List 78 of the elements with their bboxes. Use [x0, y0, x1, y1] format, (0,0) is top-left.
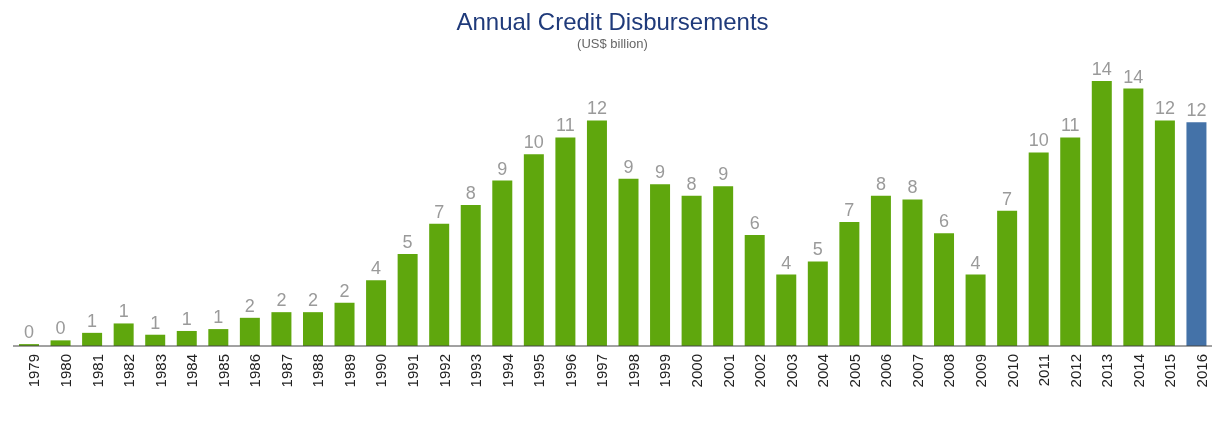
x-tick-label: 2012	[1066, 354, 1084, 388]
data-label: 6	[749, 213, 760, 234]
data-label: 12	[586, 98, 607, 119]
x-tick-label: 1992	[435, 354, 453, 388]
data-label: 1	[118, 301, 129, 322]
x-tick-label: 1991	[404, 354, 422, 388]
x-tick-label: 1987	[277, 354, 295, 388]
data-label: 4	[371, 258, 382, 279]
x-tick-label: 2000	[688, 354, 706, 388]
data-label: 9	[718, 164, 729, 185]
data-label: 2	[307, 290, 318, 311]
data-label: 7	[434, 201, 445, 222]
x-tick-label: 1985	[214, 354, 232, 388]
data-label: 1	[150, 312, 161, 333]
data-label: 7	[1002, 188, 1013, 209]
data-label: 5	[402, 231, 413, 252]
data-label: 7	[844, 199, 855, 220]
x-tick-label: 2001	[719, 354, 737, 388]
data-label: 1	[213, 307, 224, 328]
x-tick-label: 1988	[309, 354, 327, 388]
x-tick-label: 1997	[593, 354, 611, 388]
x-tick-label: 2008	[940, 354, 958, 388]
x-tick-label: 2009	[972, 354, 990, 388]
data-label: 12	[1186, 100, 1207, 121]
x-tick-label: 1996	[561, 354, 579, 388]
data-label: 9	[655, 162, 666, 183]
data-label: 11	[1060, 115, 1080, 136]
x-tick-label: 1990	[372, 354, 390, 388]
x-tick-label: 2010	[1003, 354, 1021, 388]
x-tick-label: 1989	[340, 354, 358, 388]
x-tick-label: 2015	[1161, 354, 1179, 388]
data-label: 0	[23, 322, 35, 343]
data-label: 8	[465, 183, 476, 204]
data-label: 4	[781, 252, 792, 273]
x-tick-label: 2005	[845, 354, 863, 388]
data-label: 0	[55, 318, 66, 339]
chart-title: Annual Credit Disbursements	[455, 8, 770, 36]
data-label: 4	[970, 252, 981, 273]
x-tick-label: 2014	[1129, 354, 1147, 388]
x-tick-label: 1999	[656, 354, 674, 388]
chart-subtitle: (US$ billion)	[576, 36, 649, 51]
x-tick-label: 1993	[467, 354, 485, 388]
x-tick-label: 1998	[624, 354, 642, 388]
x-tick-label: 1981	[88, 354, 106, 388]
data-label: 10	[523, 132, 544, 153]
x-tick-label: 2006	[877, 354, 895, 388]
x-tick-label: 2011	[1035, 354, 1053, 387]
data-label: 11	[556, 115, 575, 136]
x-tick-label: 2016	[1192, 354, 1210, 388]
data-label: 2	[339, 280, 350, 301]
data-label: 8	[875, 173, 886, 194]
data-label: 8	[907, 177, 918, 198]
x-tick-label: 1995	[530, 354, 548, 388]
data-label: 9	[623, 156, 634, 177]
x-tick-label: 1980	[56, 354, 74, 388]
x-tick-label: 2003	[782, 354, 800, 388]
data-label: 14	[1091, 59, 1112, 79]
x-tick-label: 1983	[151, 354, 169, 388]
x-tick-label: 2004	[814, 354, 832, 388]
data-label: 5	[812, 239, 823, 260]
data-label: 12	[1154, 98, 1175, 119]
data-label: 14	[1123, 66, 1144, 87]
x-tick-label: 2007	[908, 354, 926, 388]
x-tick-label: 1986	[246, 354, 264, 388]
data-label: 1	[181, 308, 192, 329]
x-tick-label: 1982	[120, 354, 138, 388]
x-tick-label: 1984	[183, 354, 201, 388]
x-tick-label: 2013	[1098, 354, 1116, 388]
x-tick-label: 1994	[498, 354, 516, 388]
data-label: 2	[244, 295, 255, 316]
data-label: 1	[87, 310, 98, 331]
data-label: 10	[1028, 130, 1049, 151]
data-label: 8	[686, 173, 697, 194]
data-label: 2	[276, 290, 287, 311]
data-label: 6	[939, 211, 950, 232]
data-label: 9	[497, 158, 508, 179]
x-tick-label: 1979	[25, 354, 43, 388]
x-tick-label: 2002	[751, 354, 769, 388]
